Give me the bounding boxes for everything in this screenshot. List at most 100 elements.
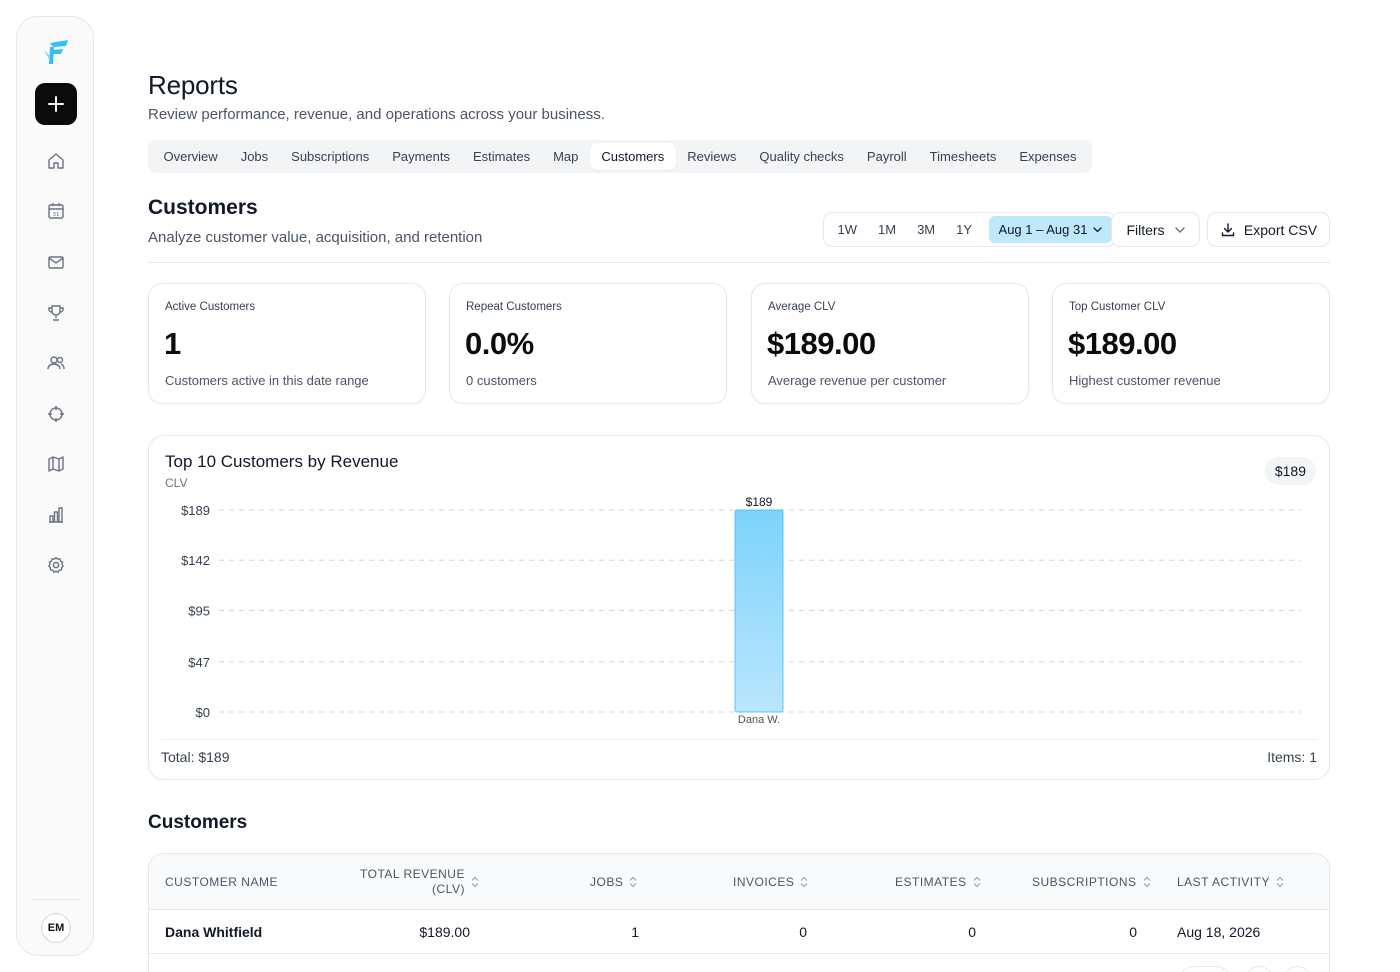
sort-icon [471, 876, 479, 888]
column-header-estimates[interactable]: ESTIMATES [895, 854, 981, 910]
filters-label: Filters [1126, 221, 1165, 238]
revenue-bar-chart: $0 $47 $95 $142 $189 $189 Dana W. [181, 495, 1301, 726]
sort-icon [1276, 876, 1284, 888]
customers-table: CUSTOMER NAME TOTAL REVENUE (CLV) JOBS I… [148, 853, 1330, 972]
column-header-customer-name[interactable]: CUSTOMER NAME [165, 854, 278, 910]
table-row[interactable]: Dana Whitfield $189.00 1 0 0 0 Aug 18, 2… [149, 910, 1329, 954]
mail-icon [48, 256, 64, 269]
export-csv-label: Export CSV [1243, 221, 1318, 238]
export-csv-button[interactable]: Export CSV [1207, 212, 1330, 247]
page-size-select[interactable] [1179, 966, 1231, 972]
home-icon [48, 153, 64, 169]
create-new-button[interactable] [35, 83, 77, 125]
metric-label: Top Customer CLV [1069, 301, 1166, 313]
header-divider [148, 262, 1330, 263]
metric-card-average-clv: Average CLV $189.00 Average revenue per … [751, 283, 1029, 404]
metric-label: Active Customers [165, 301, 256, 313]
chart-title: Top 10 Customers by Revenue [165, 452, 399, 471]
date-range-picker[interactable]: Aug 1 – Aug 31 [988, 216, 1113, 243]
section-subtitle: Analyze customer value, acquisition, and… [148, 229, 483, 246]
cell-subscriptions: 0 [1129, 924, 1137, 940]
cell-jobs: 1 [631, 924, 639, 940]
brand-logo[interactable] [41, 37, 71, 67]
range-option-3m[interactable]: 3M [917, 222, 936, 237]
plus-icon [48, 96, 64, 112]
tab-subscriptions[interactable]: Subscriptions [291, 149, 370, 164]
column-header-subscriptions[interactable]: SUBSCRIPTIONS [1032, 854, 1151, 910]
users-icon [47, 356, 65, 370]
column-label: INVOICES [733, 875, 795, 889]
tab-payroll[interactable]: Payroll [866, 149, 907, 164]
sidebar-item-reports[interactable] [46, 505, 66, 525]
crosshair-icon [48, 406, 64, 422]
column-header-last-activity[interactable]: LAST ACTIVITY [1177, 854, 1284, 910]
date-range-label: Aug 1 – Aug 31 [998, 222, 1088, 237]
sort-icon [1143, 876, 1150, 888]
metric-value: 1 [164, 326, 181, 361]
column-header-invoices[interactable]: INVOICES [733, 854, 808, 910]
range-option-1m[interactable]: 1M [878, 222, 897, 237]
column-label: SUBSCRIPTIONS [1032, 875, 1137, 889]
sort-icon [973, 876, 981, 888]
cell-estimates: 0 [968, 924, 976, 940]
column-label: TOTAL REVENUE (CLV) [360, 867, 465, 897]
logo-icon [44, 40, 68, 64]
metric-card-top-customer-clv: Top Customer CLV $189.00 Highest custome… [1052, 283, 1330, 404]
metric-note: Highest customer revenue [1069, 373, 1221, 388]
tab-reviews[interactable]: Reviews [687, 149, 737, 164]
calendar-icon: 31 [48, 203, 64, 219]
tab-payments[interactable]: Payments [392, 149, 451, 164]
svg-text:31: 31 [53, 212, 60, 218]
cell-last-activity: Aug 18, 2026 [1177, 924, 1261, 940]
y-tick-label: $0 [196, 705, 210, 720]
y-tick-label: $47 [188, 655, 210, 670]
column-label: ESTIMATES [895, 875, 967, 889]
sidebar-item-achievements[interactable] [46, 303, 66, 323]
tab-customers[interactable]: Customers [589, 143, 676, 170]
previous-page-button[interactable] [1245, 966, 1273, 972]
date-range-selector: 1W 1M 3M 1Y Aug 1 – Aug 31 [823, 212, 1117, 247]
sidebar-item-home[interactable] [46, 151, 66, 171]
sidebar-item-calendar[interactable]: 31 [46, 201, 66, 221]
sidebar-divider [31, 899, 79, 900]
metric-card-active-customers: Active Customers 1 Customers active in t… [148, 283, 426, 404]
tab-jobs[interactable]: Jobs [240, 149, 269, 164]
sidebar: 31 [16, 16, 94, 956]
metric-value: $189.00 [767, 326, 876, 361]
filters-button[interactable]: Filters [1111, 212, 1200, 247]
cell-invoices: 0 [799, 924, 807, 940]
tab-quality-checks[interactable]: Quality checks [759, 149, 844, 164]
column-header-total-revenue[interactable]: TOTAL REVENUE (CLV) [360, 854, 479, 910]
tab-estimates[interactable]: Estimates [473, 149, 531, 164]
range-option-1y[interactable]: 1Y [956, 222, 973, 237]
chart-total: Total: $189 [161, 749, 230, 765]
cell-customer-name[interactable]: Dana Whitfield [165, 924, 263, 940]
sidebar-item-messages[interactable] [46, 252, 66, 272]
top-customers-chart-card: $0 $47 $95 $142 $189 $189 Dana W. Top 10 Custo… [148, 435, 1330, 780]
trophy-icon [48, 305, 64, 321]
tab-overview[interactable]: Overview [163, 149, 218, 164]
tab-expenses[interactable]: Expenses [1019, 149, 1077, 164]
range-option-1w[interactable]: 1W [837, 222, 858, 237]
y-tick-label: $95 [188, 603, 210, 618]
chart-subtitle: CLV [165, 476, 188, 490]
next-page-button[interactable] [1283, 966, 1311, 972]
chevron-down-icon [1174, 226, 1185, 233]
metric-value: 0.0% [465, 326, 534, 361]
user-avatar[interactable]: EM [41, 913, 71, 943]
chart-items-count: Items: 1 [1267, 749, 1317, 765]
sidebar-item-dispatch[interactable] [46, 404, 66, 424]
y-tick-label: $189 [181, 503, 210, 518]
column-header-jobs[interactable]: JOBS [590, 854, 637, 910]
chevron-down-icon [1093, 226, 1103, 232]
y-tick-label: $142 [181, 553, 210, 568]
tab-timesheets[interactable]: Timesheets [929, 149, 997, 164]
bar[interactable] [734, 509, 784, 713]
sidebar-item-customers[interactable] [46, 353, 66, 373]
map-icon [48, 456, 64, 472]
sidebar-item-map[interactable] [46, 454, 66, 474]
sidebar-item-settings[interactable] [46, 555, 66, 575]
column-label-line1: TOTAL REVENUE [360, 867, 465, 881]
page-title: Reports [148, 70, 238, 100]
tab-map[interactable]: Map [553, 149, 579, 164]
